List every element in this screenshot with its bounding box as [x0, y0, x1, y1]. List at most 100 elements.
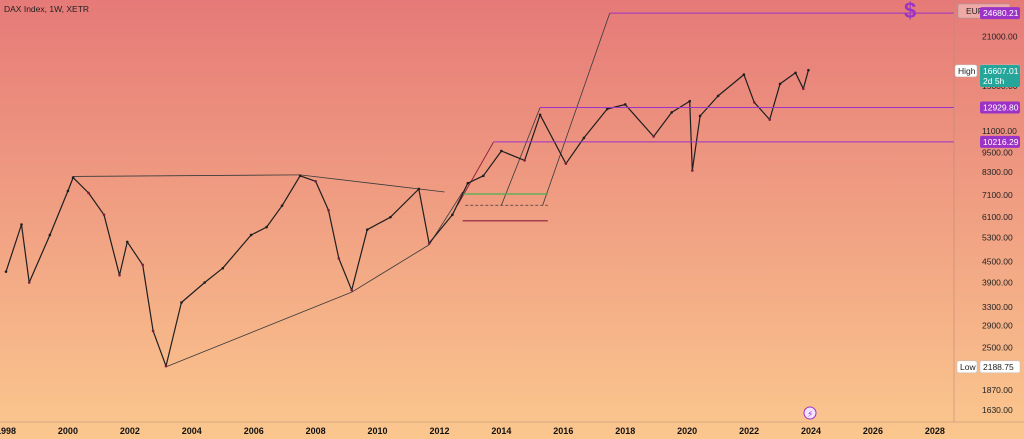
y-tick-label: 3300.00 [982, 302, 1013, 312]
y-tick-label: 11000.00 [982, 126, 1017, 136]
channel-line [542, 12, 611, 206]
price-point [389, 215, 392, 219]
current-price-tag [980, 64, 1020, 87]
price-point [48, 233, 52, 237]
x-tick-label: 2000 [58, 426, 78, 436]
price-point [350, 288, 354, 292]
x-tick-label: 2006 [244, 426, 264, 436]
level-tag [980, 101, 1020, 114]
price-point [427, 242, 431, 245]
support-line [165, 291, 352, 368]
price-point [71, 176, 75, 179]
price-point [417, 187, 421, 191]
x-tick-label: 2014 [491, 426, 511, 436]
price-point [742, 73, 746, 76]
price-point [280, 204, 284, 207]
svg-text:⚡: ⚡ [807, 410, 813, 420]
price-point [768, 118, 772, 121]
y-tick-label: 2900.00 [982, 321, 1013, 331]
low-value-box [979, 360, 1021, 374]
level-tag-label: 12929.80 [983, 103, 1019, 113]
y-tick-label: 9500.00 [982, 148, 1013, 158]
price-point [801, 87, 805, 91]
price-point [670, 111, 673, 114]
price-point [314, 179, 317, 183]
price-point [221, 266, 225, 270]
price-point [652, 135, 655, 138]
price-point [141, 263, 145, 267]
y-tick-label: 1870.00 [982, 385, 1013, 395]
x-tick-label: 2004 [182, 426, 202, 436]
level-tag-label: 24680.21 [983, 8, 1019, 18]
x-tick-label: 2024 [801, 426, 821, 436]
price-point [688, 99, 692, 103]
level-tag [980, 135, 1020, 148]
y-tick-label: 1630.00 [982, 405, 1013, 415]
price-point [298, 174, 302, 178]
channel-line [501, 107, 541, 206]
level-tag [980, 7, 1020, 20]
low-marker-label: Low [960, 362, 976, 372]
current-price-label: 16607.01 [983, 66, 1019, 76]
channel-line [457, 141, 495, 206]
x-tick-label: 2018 [615, 426, 635, 436]
low-value-label: 2188.75 [983, 362, 1014, 372]
y-tick-label: 4500.00 [982, 257, 1013, 267]
price-point [523, 159, 526, 162]
x-tick-label: 2016 [553, 426, 573, 436]
x-tick-label: 1998 [0, 426, 16, 436]
price-point [365, 228, 369, 231]
dollar-icon[interactable]: $ [904, 0, 916, 23]
price-point [180, 301, 183, 304]
y-tick-label: 3900.00 [982, 277, 1013, 287]
y-tick-label: 6100.00 [982, 212, 1013, 222]
price-point [698, 114, 702, 118]
price-point [582, 136, 586, 140]
price-point [691, 169, 694, 172]
resistance-line [73, 174, 301, 177]
price-point [807, 68, 810, 72]
resistance-line [300, 174, 445, 193]
lightning-icon[interactable]: ⚡ [803, 406, 817, 420]
price-point [27, 281, 31, 284]
y-tick-label: 7100.00 [982, 190, 1013, 200]
price-point [716, 94, 720, 98]
level-tag-label: 10216.29 [983, 137, 1019, 147]
price-point [564, 162, 568, 165]
high-marker-box [954, 64, 978, 78]
x-tick-label: 2026 [863, 426, 883, 436]
price-point [752, 100, 756, 104]
price-point [164, 364, 168, 368]
price-point [482, 174, 485, 178]
price-point [66, 189, 70, 193]
price-point [623, 103, 627, 106]
support-line [351, 244, 430, 293]
price-point [538, 113, 542, 117]
price-point [4, 270, 8, 273]
x-tick-label: 2012 [429, 426, 449, 436]
price-point [466, 181, 470, 185]
y-tick-label: 21000.00 [982, 32, 1018, 42]
chart-title: DAX Index, 1W, XETR [4, 4, 89, 14]
price-point [118, 273, 121, 277]
x-tick-label: 2002 [120, 426, 140, 436]
price-point [125, 240, 129, 244]
y-tick-label: 2500.00 [982, 342, 1013, 352]
price-point [87, 191, 90, 195]
price-point [794, 71, 797, 75]
price-point [778, 82, 782, 86]
price-point [327, 208, 330, 212]
price-point [500, 149, 503, 153]
price-point [451, 213, 454, 217]
x-tick-label: 2022 [739, 426, 759, 436]
price-point [102, 213, 106, 217]
price-point [151, 329, 155, 333]
price-point [265, 225, 268, 229]
bar-countdown-label: 2d 5h [983, 76, 1005, 86]
x-tick-label: 2010 [368, 426, 388, 436]
high-marker-label: High [958, 66, 976, 76]
x-tick-label: 2008 [306, 426, 326, 436]
